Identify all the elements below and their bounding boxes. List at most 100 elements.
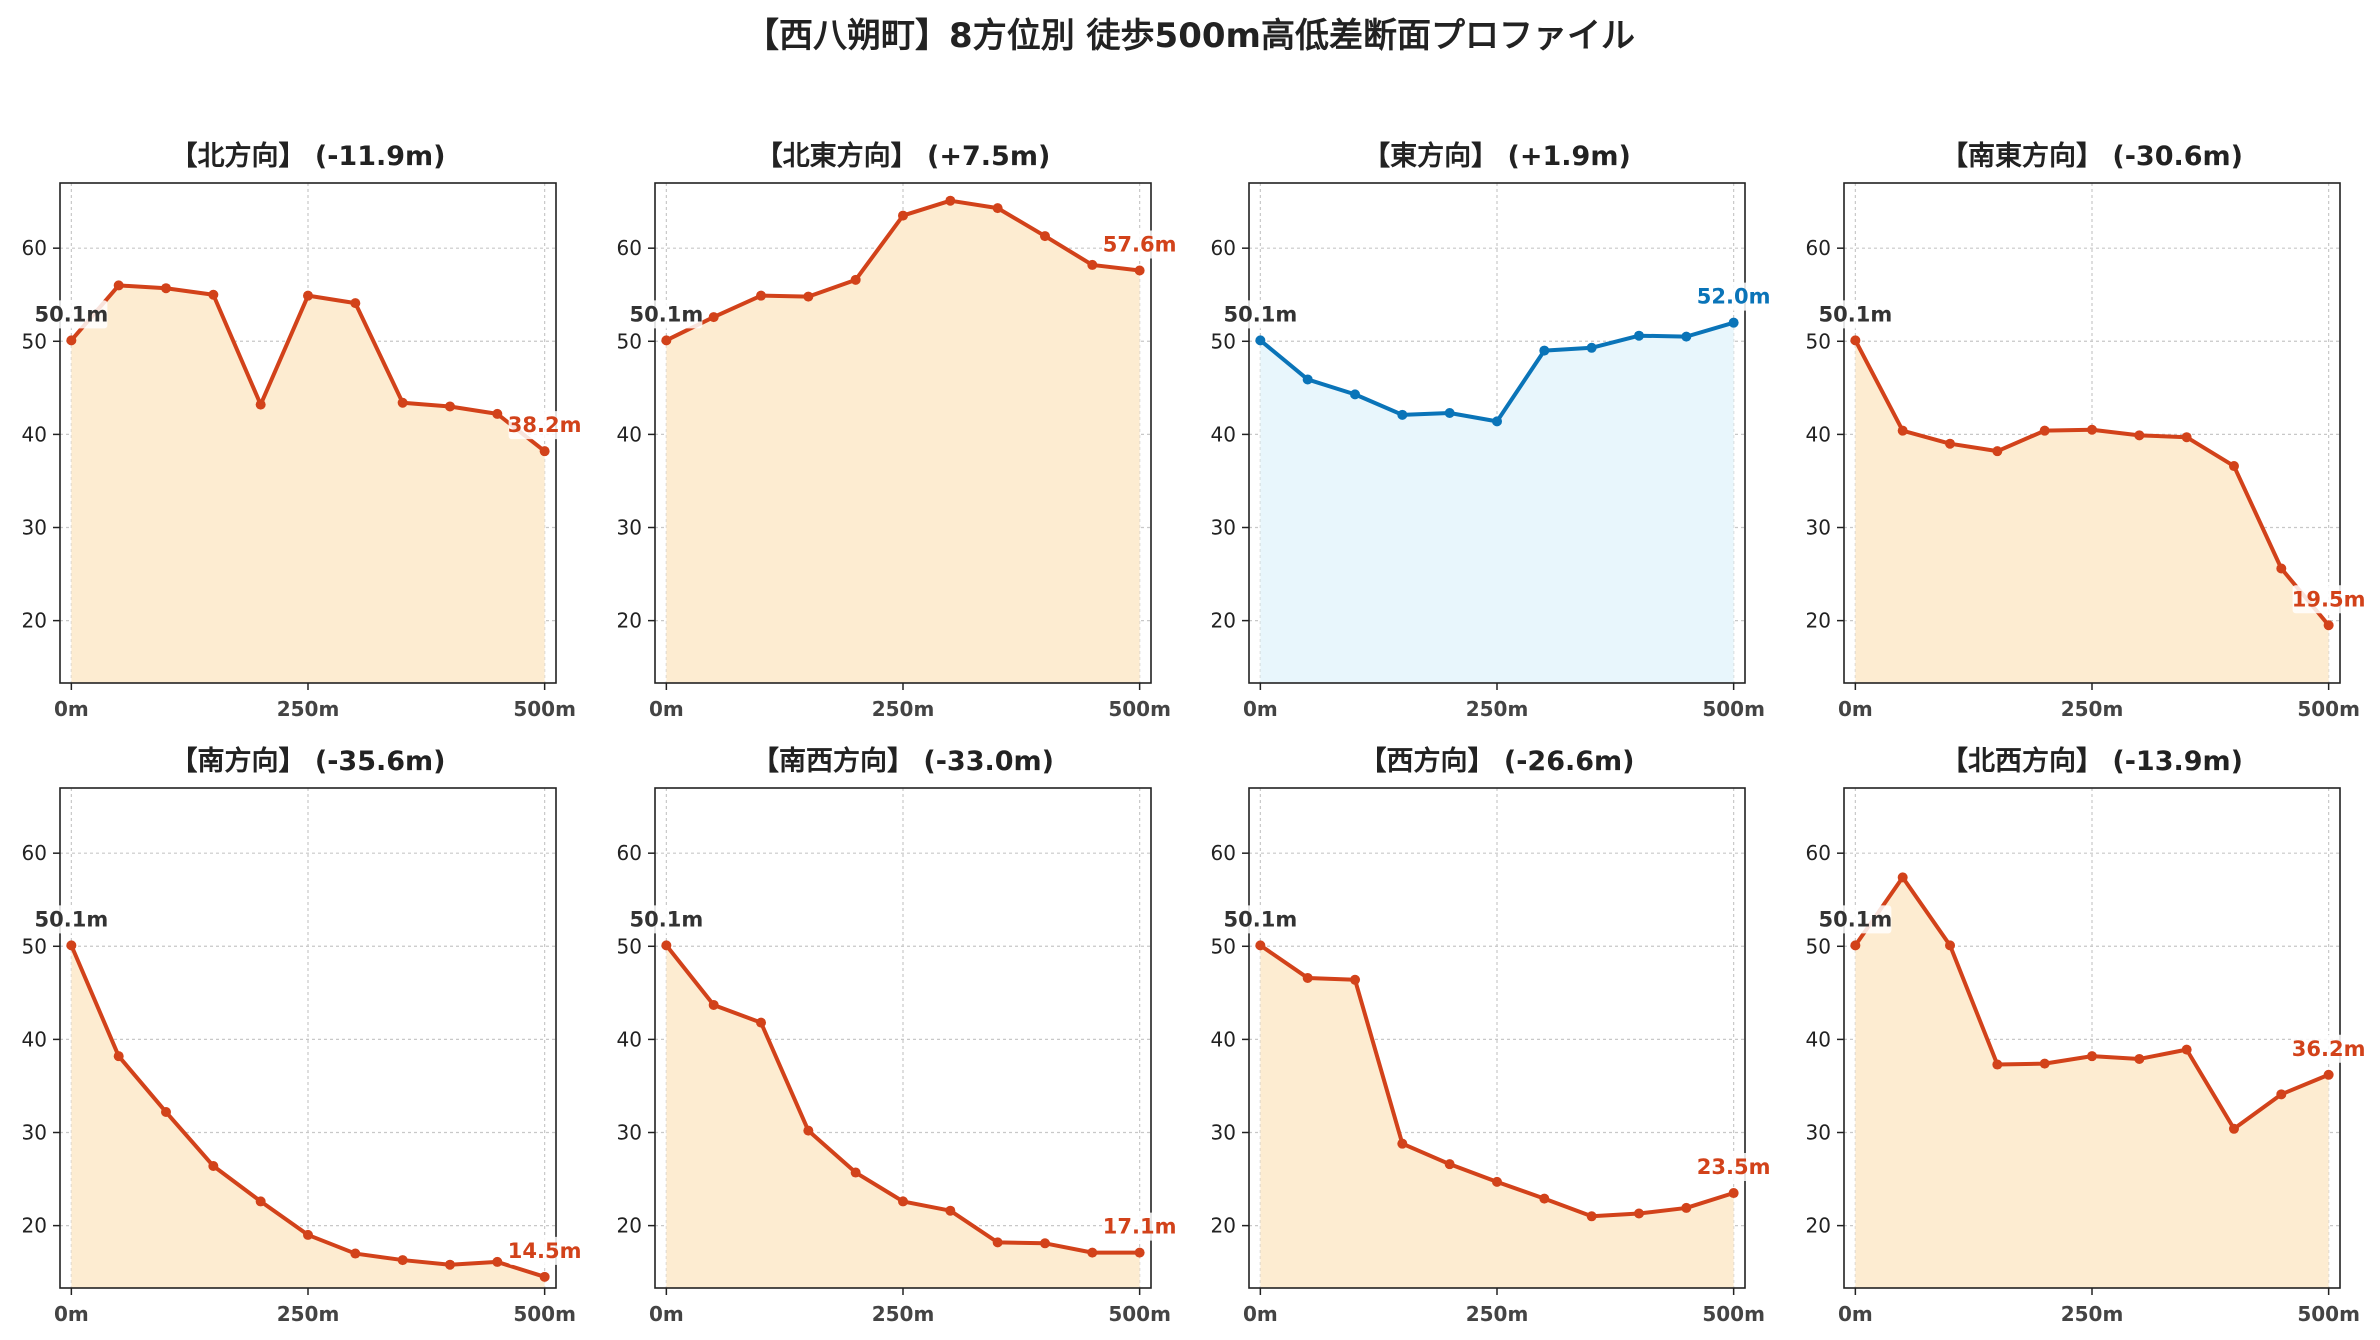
data-point (2276, 1089, 2287, 1100)
y-tick-label: 60 (617, 841, 642, 865)
data-point (1134, 265, 1145, 276)
start-label: 50.1m (1819, 907, 1893, 931)
data-point (2039, 1058, 2050, 1069)
start-label: 50.1m (1224, 302, 1298, 326)
subplot-1: 20 30 40 50 60 0m 250m 500m 【北方向】 (-11.9m) 50.1m 3… (22, 140, 582, 721)
data-point (66, 940, 77, 951)
x-tick-label: 500m (1702, 1302, 1765, 1326)
profile-area (1855, 877, 2329, 1288)
y-tick-label: 30 (1806, 1121, 1831, 1145)
data-point (208, 289, 219, 300)
x-tick-label: 0m (1243, 697, 1278, 721)
y-tick-label: 20 (1806, 609, 1831, 633)
data-point (350, 1248, 361, 1259)
x-tick-label: 250m (2061, 697, 2124, 721)
y-tick-label: 20 (1211, 1214, 1236, 1238)
start-label: 50.1m (35, 302, 109, 326)
y-tick-label: 40 (1806, 1027, 1831, 1051)
data-point (756, 1017, 767, 1028)
x-tick-label: 250m (277, 697, 340, 721)
start-label-bg (35, 300, 108, 329)
end-label-bg (2292, 1034, 2365, 1063)
y-tick-label: 60 (1806, 236, 1831, 260)
x-tick-label: 0m (54, 697, 89, 721)
data-point (1255, 335, 1266, 346)
y-tick-label: 20 (1211, 609, 1236, 633)
data-point (1492, 1176, 1502, 1187)
start-label: 50.1m (1224, 907, 1298, 931)
data-point (898, 210, 908, 221)
data-point (1039, 1238, 1050, 1249)
data-point (1681, 1202, 1692, 1213)
subplot-3: 20 30 40 50 60 0m 250m 500m 【東方向】 (+1.9m) 50.1m 52… (1211, 140, 1771, 721)
data-point (2323, 620, 2334, 631)
data-point (756, 290, 767, 301)
start-label-bg (630, 300, 703, 329)
end-label: 36.2m (2292, 1037, 2366, 1061)
y-tick-label: 40 (22, 422, 47, 446)
subplot-title: 【南東方向】 (-30.6m) (1941, 140, 2243, 172)
y-tick-label: 60 (22, 236, 47, 260)
data-point (661, 335, 672, 346)
data-point (2276, 563, 2287, 574)
data-point (898, 1196, 908, 1207)
y-tick-label: 30 (1211, 516, 1236, 540)
data-point (1850, 940, 1861, 951)
y-tick-label: 50 (1806, 934, 1831, 958)
subplot-5: 20 30 40 50 60 0m 250m 500m 【南方向】 (-35.6m) 50.1m 1… (22, 745, 582, 1326)
x-tick-label: 0m (649, 1302, 684, 1326)
x-tick-label: 250m (1466, 697, 1529, 721)
data-point (255, 1196, 266, 1207)
end-label-bg (1697, 282, 1770, 311)
x-tick-label: 250m (2061, 1302, 2124, 1326)
subplot-8: 20 30 40 50 60 0m 250m 500m 【北西方向】 (-13.9m) 50.1m… (1806, 745, 2366, 1326)
data-point (708, 999, 719, 1010)
data-point (1728, 317, 1739, 328)
x-tick-label: 500m (1108, 697, 1171, 721)
end-label: 19.5m (2292, 587, 2366, 611)
start-label-bg (1819, 905, 1892, 934)
data-point (539, 1271, 550, 1282)
data-point (303, 1229, 313, 1240)
data-point (397, 397, 408, 408)
data-point (444, 1259, 455, 1270)
y-tick-label: 50 (1806, 329, 1831, 353)
y-tick-label: 60 (1806, 841, 1831, 865)
subplot-title: 【東方向】 (+1.9m) (1363, 140, 1631, 172)
subplot-title: 【南方向】 (-35.6m) (170, 745, 445, 777)
subplot-title: 【北西方向】 (-13.9m) (1941, 745, 2243, 777)
subplot-4: 20 30 40 50 60 0m 250m 500m 【南東方向】 (-30.6m) 50.1m… (1806, 140, 2366, 721)
data-point (1039, 231, 1050, 242)
data-point (945, 195, 956, 206)
y-tick-label: 40 (1806, 422, 1831, 446)
data-point (850, 274, 861, 285)
data-point (1350, 974, 1361, 985)
data-point (1945, 438, 1956, 449)
data-point (1586, 342, 1597, 353)
data-point (1444, 1159, 1455, 1170)
start-label: 50.1m (35, 907, 109, 931)
y-tick-label: 30 (617, 1121, 642, 1145)
data-point (66, 335, 77, 346)
y-tick-label: 30 (1211, 1121, 1236, 1145)
data-point (1134, 1247, 1145, 1258)
end-label-bg (1697, 1153, 1770, 1182)
y-tick-label: 20 (1806, 1214, 1831, 1238)
data-point (2181, 432, 2192, 443)
profile-area (666, 200, 1140, 684)
data-point (1087, 259, 1098, 270)
end-label-bg (508, 1236, 581, 1265)
subplot-title: 【北方向】 (-11.9m) (170, 140, 445, 172)
y-tick-label: 50 (1211, 934, 1236, 958)
data-point (992, 1237, 1003, 1248)
y-tick-label: 50 (22, 934, 47, 958)
data-point (945, 1205, 956, 1216)
y-tick-label: 40 (22, 1027, 47, 1051)
data-point (2323, 1069, 2334, 1080)
x-tick-label: 250m (872, 1302, 935, 1326)
data-point (492, 408, 503, 419)
start-label-bg (1224, 905, 1297, 934)
data-point (1992, 446, 2003, 457)
y-tick-label: 30 (1806, 516, 1831, 540)
x-tick-label: 250m (872, 697, 935, 721)
